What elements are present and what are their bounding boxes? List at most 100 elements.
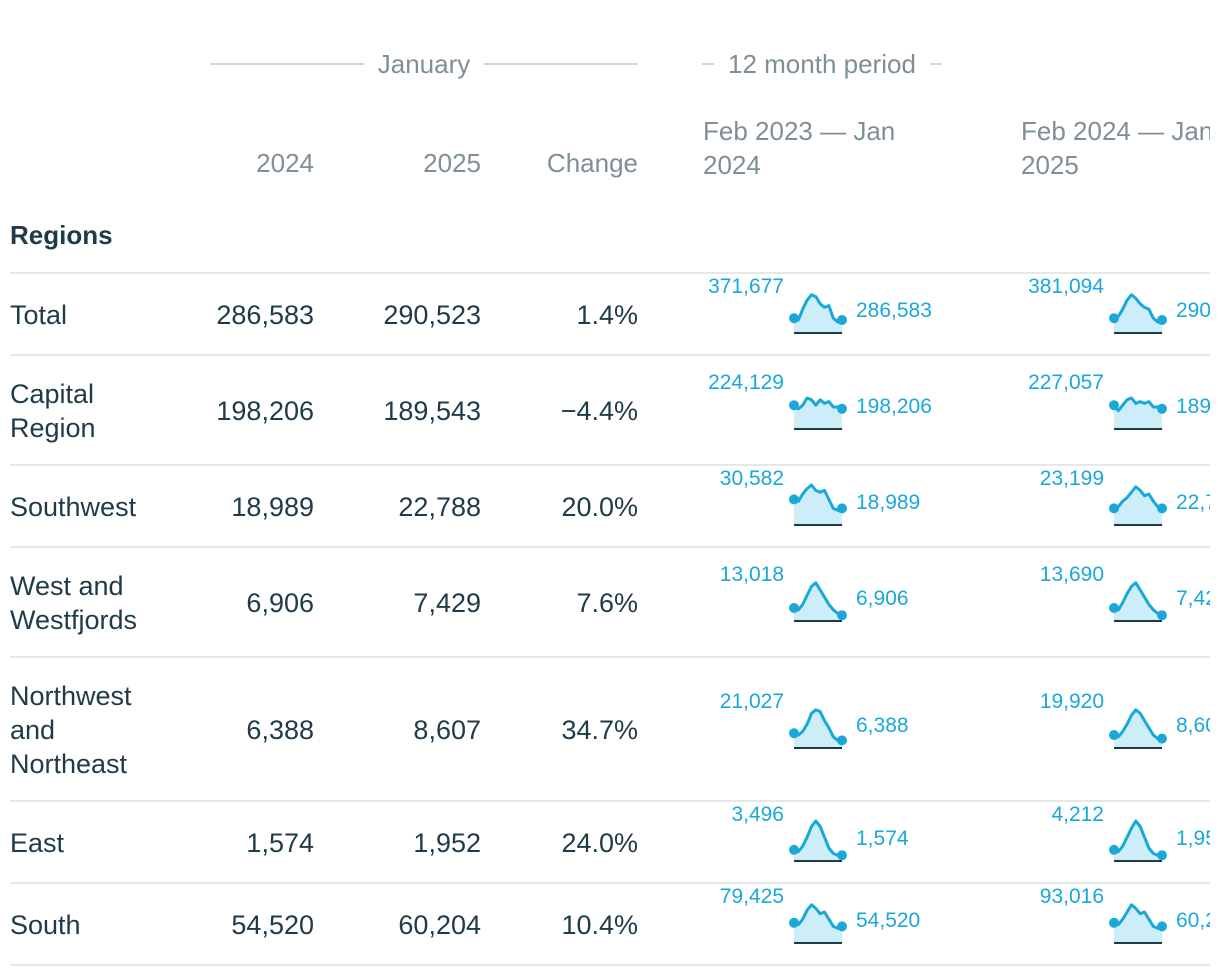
header-rule (210, 63, 364, 65)
period-2-start-dot (1109, 400, 1119, 411)
period-1-line (793, 708, 842, 742)
period-1-end-value: 1,574 (856, 827, 909, 850)
period-1-start-value: 371,677 (708, 275, 784, 298)
period-2-line (1113, 819, 1162, 857)
period-2-end-value: 22,788 (1176, 491, 1210, 514)
period-2-end-dot (1157, 733, 1167, 744)
change-value: 1.4% (576, 300, 638, 330)
period-1-end-value: 6,906 (856, 587, 909, 610)
region-name: West and Westfjords (10, 571, 138, 635)
table-bottom-rule (10, 964, 1210, 966)
period-2-end-value: 290,523 (1176, 299, 1210, 322)
period-2-line (1113, 581, 1163, 617)
period-1-start-value: 79,425 (720, 885, 784, 908)
column-header-period-2: Feb 2024 — Jan 2025 (1021, 114, 1210, 182)
period-1-start-dot (789, 400, 799, 411)
period-1-start-value: 21,027 (720, 690, 784, 713)
period-2-start-value: 19,920 (1040, 690, 1104, 713)
period-2-start-value: 93,016 (1040, 885, 1104, 908)
period-2-line (1113, 903, 1163, 930)
period-1-line (793, 396, 843, 411)
period-2-end-value: 7,429 (1176, 587, 1210, 610)
period-1-sparkline: 21,027 6,388 (720, 690, 909, 749)
period-1-end-dot (837, 921, 847, 932)
period-2-area (1114, 486, 1162, 525)
period-2-sparkline: 93,016 60,204 (1040, 885, 1210, 944)
value-2024: 6,906 (246, 588, 314, 618)
region-name: Southwest (10, 492, 137, 522)
period-2-start-dot (1109, 603, 1119, 613)
period-2-end-value: 189,543 (1176, 395, 1210, 418)
period-1-end-dot (837, 403, 847, 414)
period-1-line (793, 581, 843, 617)
period-2-sparkline: 227,057 189,543 (1028, 371, 1210, 430)
period-2-start-value: 227,057 (1028, 371, 1104, 394)
period-2-end-dot (1157, 850, 1167, 861)
period-2-line (1113, 708, 1162, 741)
change-value: 34.7% (561, 715, 638, 745)
column-header-change: Change (546, 148, 638, 178)
january-label: January (377, 48, 471, 79)
period-1-end-dot (837, 735, 847, 746)
period-2-sparkline: 19,920 8,607 (1040, 690, 1210, 749)
period-1-sparkline: 30,582 18,989 (720, 467, 920, 526)
period-2-end-dot (1157, 403, 1167, 414)
value-2025: 7,429 (413, 588, 481, 618)
change-value: 7.6% (576, 588, 638, 618)
value-2025: 189,543 (383, 396, 481, 426)
period-2-sparkline: 4,212 1,952 (1051, 803, 1210, 862)
period-2-end-value: 60,204 (1176, 909, 1210, 932)
period-1-end-value: 6,388 (856, 714, 909, 737)
period-2-line-2: 2025 (1021, 150, 1079, 180)
period-1-end-value: 54,520 (856, 909, 920, 932)
period-1-area (794, 709, 842, 748)
period-1-sparkline: 224,129 198,206 (708, 371, 932, 430)
section-title-regions: Regions (10, 220, 113, 250)
change-value: 20.0% (561, 492, 638, 522)
period-2-start-dot (1109, 313, 1119, 324)
period-2-start-dot (1109, 730, 1119, 740)
period-1-end-value: 18,989 (856, 491, 920, 514)
period-2-sparkline: 23,199 22,788 (1040, 467, 1210, 526)
period-2-start-value: 13,690 (1040, 563, 1104, 586)
value-2025: 290,523 (383, 300, 481, 330)
value-2024: 198,206 (216, 396, 314, 426)
region-name: Capital Region (10, 379, 96, 443)
period-2-end-dot (1157, 503, 1167, 514)
period-1-start-value: 13,018 (720, 563, 784, 586)
period-1-start-value: 224,129 (708, 371, 784, 394)
region-name: Total (10, 300, 68, 330)
period-2-end-value: 1,952 (1176, 827, 1210, 850)
period-2-start-value: 4,212 (1051, 803, 1104, 826)
period-1-area (794, 485, 842, 525)
period-1-sparkline: 13,018 6,906 (720, 563, 909, 622)
period-1-line (793, 903, 843, 930)
table-row: Capital Region 198,206 189,543 −4.4% 224,129… (10, 354, 1210, 466)
value-2025: 8,607 (413, 715, 481, 745)
value-2024: 18,989 (231, 492, 314, 522)
table-row: Southwest 18,989 22,788 20.0% 30,582 18,989 23… (10, 464, 1210, 548)
period-2-line (1113, 485, 1163, 510)
table-row: South 54,520 60,204 10.4% 79,425 54,520 93,016… (10, 882, 1210, 966)
period-2-area (1114, 582, 1162, 621)
period-1-end-dot (837, 850, 847, 861)
period-1-line-1: Feb 2023 — Jan (703, 116, 896, 146)
period-1-start-dot (789, 844, 799, 855)
period-2-start-dot (1109, 917, 1119, 928)
value-2025: 22,788 (398, 492, 481, 522)
value-2025: 1,952 (413, 828, 481, 858)
period-1-end-dot (837, 610, 847, 621)
header-rule (484, 63, 638, 65)
period-1-end-value: 286,583 (856, 299, 932, 322)
period-2-sparkline: 13,690 7,429 (1040, 563, 1210, 622)
period-1-start-dot (789, 494, 799, 505)
period-2-start-value: 23,199 (1040, 467, 1104, 490)
period-1-sparkline: 371,677 286,583 (708, 275, 932, 334)
column-header-period-1: Feb 2023 — Jan 2024 (703, 114, 933, 182)
value-2024: 54,520 (231, 910, 314, 940)
table-row: East 1,574 1,952 24.0% 3,496 1,574 4,212 1,952 (10, 800, 1210, 884)
period-2-sparkline: 381,094 290,523 (1028, 275, 1210, 334)
table-row: Northwest and Northeast 6,388 8,607 34.7% 21… (10, 656, 1210, 802)
period-1-end-dot (837, 503, 847, 514)
